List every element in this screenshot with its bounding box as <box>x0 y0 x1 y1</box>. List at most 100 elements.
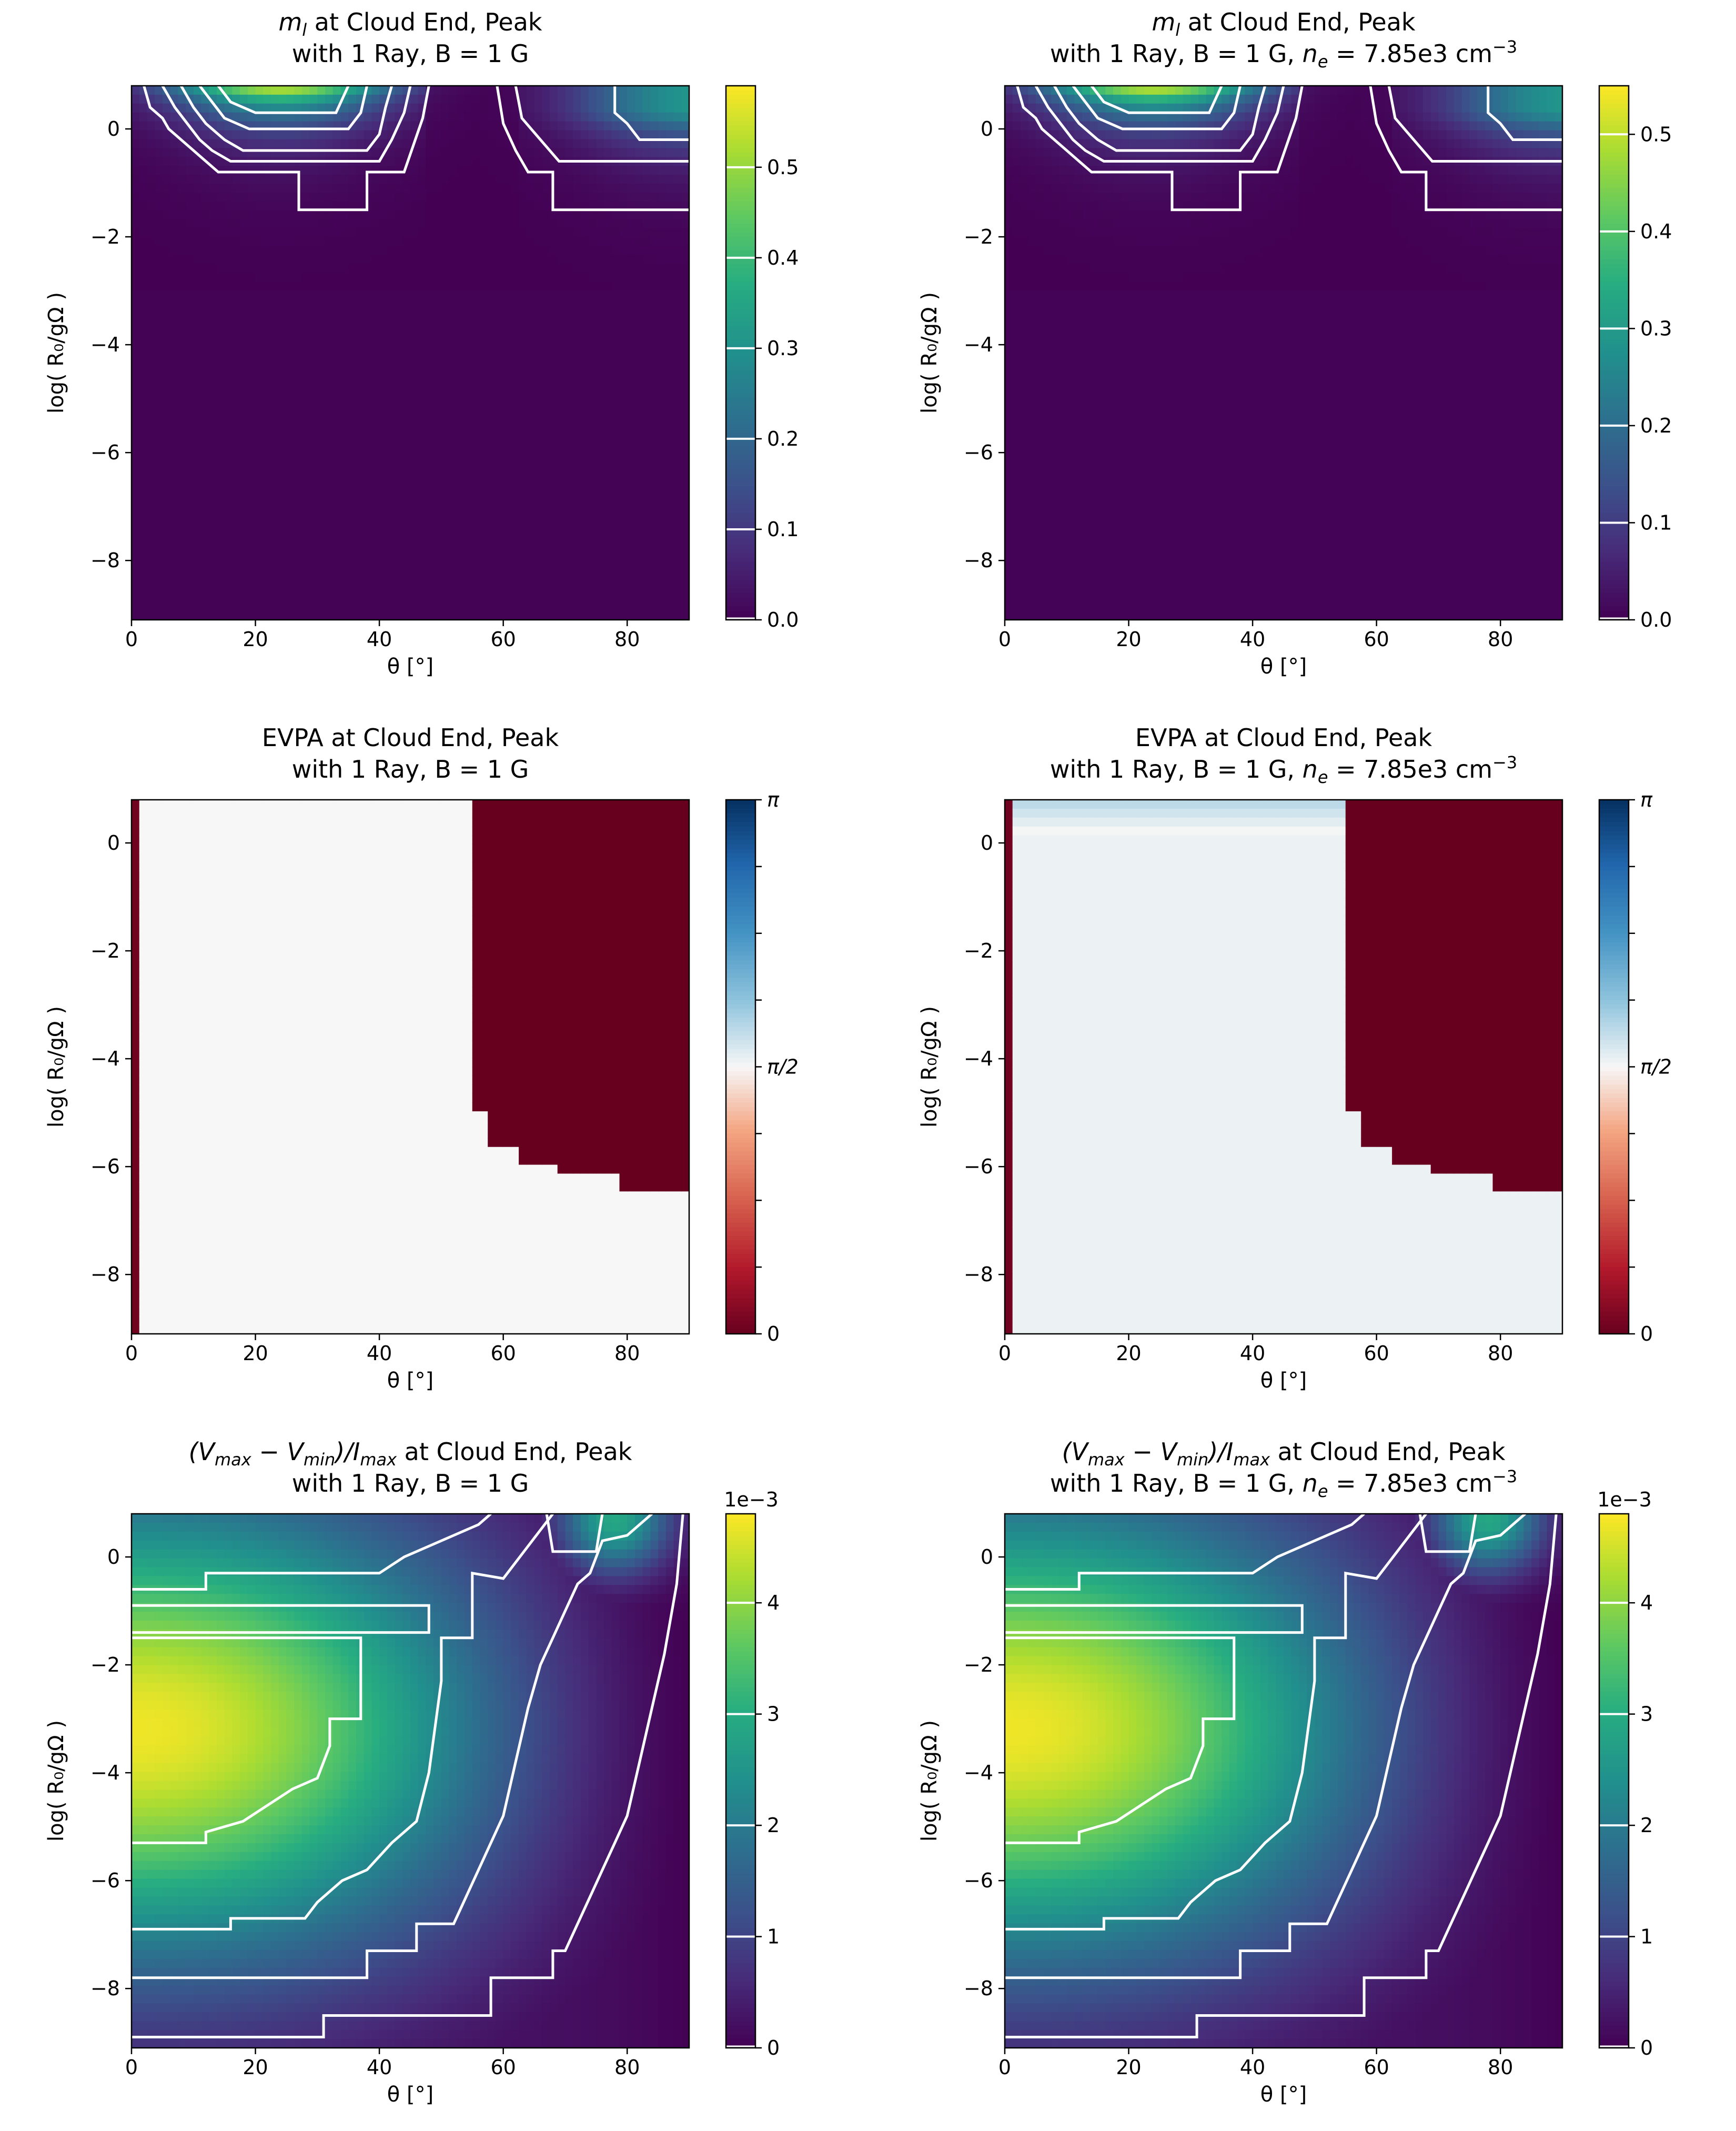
heatmap-cell <box>170 575 178 585</box>
heatmap-cell <box>526 557 535 567</box>
heatmap-cell <box>139 495 148 505</box>
heatmap-cell <box>665 255 674 264</box>
y-tick-label: −2 <box>90 225 120 248</box>
heatmap-cell <box>511 157 519 166</box>
chart-subtitle: with 1 Ray, B = 1 G <box>292 39 529 68</box>
heatmap-cell <box>332 353 341 363</box>
heatmap-cell <box>1035 317 1044 327</box>
heatmap-cell <box>465 326 473 336</box>
heatmap-cell <box>224 166 233 175</box>
heatmap-cell <box>441 148 450 157</box>
heatmap-cell <box>472 370 481 380</box>
heatmap-cell <box>325 397 334 407</box>
subtitle-text: with 1 Ray, B = 1 G <box>292 39 529 68</box>
heatmap-cell <box>1043 433 1052 443</box>
heatmap-cell <box>557 424 566 434</box>
heatmap-cell <box>356 184 365 193</box>
heatmap-cell <box>387 210 396 220</box>
heatmap-cell <box>255 415 264 425</box>
heatmap-cell <box>573 539 581 549</box>
heatmap-cell <box>410 175 419 184</box>
heatmap-cell <box>457 548 465 558</box>
heatmap-cell <box>526 139 535 149</box>
heatmap-cell <box>426 228 434 238</box>
heatmap-cell <box>673 130 682 140</box>
heatmap-cell <box>348 86 357 95</box>
heatmap-cell <box>309 379 318 389</box>
colorbar-segment <box>726 553 755 558</box>
heatmap-cell <box>201 388 209 398</box>
heatmap-cell <box>247 521 256 531</box>
heatmap-cell <box>132 513 140 522</box>
heatmap-cell <box>658 103 667 113</box>
heatmap-cell <box>611 575 620 585</box>
heatmap-cell <box>534 344 542 354</box>
heatmap-cell <box>611 548 620 558</box>
heatmap-cell <box>309 415 318 425</box>
heatmap-cell <box>642 255 651 264</box>
heatmap-cell <box>247 397 256 407</box>
heatmap-cell <box>449 184 457 193</box>
heatmap-cell <box>240 557 248 567</box>
heatmap-cell <box>580 228 589 238</box>
heatmap-cell <box>232 86 240 95</box>
heatmap-cell <box>426 379 434 389</box>
heatmap-cell <box>387 148 396 157</box>
heatmap-cell <box>170 317 178 327</box>
heatmap-cell <box>402 593 411 602</box>
heatmap-cell <box>627 184 635 193</box>
heatmap-cell <box>418 459 427 469</box>
heatmap-cell <box>627 264 635 273</box>
heatmap-cell <box>673 611 682 620</box>
heatmap-cell <box>441 210 450 220</box>
heatmap-cell <box>209 557 217 567</box>
heatmap-cell <box>170 157 178 166</box>
heatmap-cell <box>596 282 604 291</box>
heatmap-cell <box>441 593 450 602</box>
heatmap-cell <box>619 290 628 300</box>
heatmap-cell <box>387 388 396 398</box>
heatmap-cell <box>1059 255 1067 264</box>
heatmap-cell <box>216 593 225 602</box>
heatmap-cell <box>619 397 628 407</box>
heatmap-cell <box>364 468 372 478</box>
heatmap-cell <box>209 193 217 202</box>
heatmap-cell <box>665 584 674 594</box>
heatmap-cell <box>395 273 403 282</box>
heatmap-cell <box>472 397 481 407</box>
heatmap-cell <box>642 539 651 549</box>
y-axis-label: log( R₀/gΩ ) <box>44 292 68 414</box>
heatmap-cell <box>542 94 550 104</box>
heatmap-cell <box>611 317 620 327</box>
heatmap-cell <box>278 575 287 585</box>
heatmap-cell <box>155 103 163 113</box>
colorbar-segment <box>726 259 755 264</box>
heatmap-cell <box>1028 130 1036 140</box>
heatmap-cell <box>426 175 434 184</box>
heatmap-cell <box>418 361 427 371</box>
heatmap-cell <box>658 602 667 611</box>
heatmap-cell <box>1005 317 1013 327</box>
heatmap-cell <box>209 379 217 389</box>
heatmap-cell <box>132 273 140 282</box>
heatmap-cell <box>348 557 357 567</box>
heatmap-cell <box>162 397 171 407</box>
heatmap-cell <box>503 157 511 166</box>
heatmap-cell <box>658 139 667 149</box>
heatmap-cell <box>426 308 434 318</box>
heatmap-cell <box>519 504 527 514</box>
heatmap-cell <box>472 255 481 264</box>
heatmap-cell <box>418 477 427 487</box>
heatmap-cell <box>162 486 171 496</box>
heatmap-cell <box>162 193 171 202</box>
heatmap-cell <box>395 344 403 354</box>
heatmap-cell <box>387 103 396 113</box>
heatmap-cell <box>1043 566 1052 576</box>
heatmap-cell <box>457 459 465 469</box>
heatmap-cell <box>1028 201 1036 211</box>
heatmap-cell <box>1012 530 1021 540</box>
heatmap-cell <box>317 237 326 247</box>
heatmap-cell <box>550 139 558 149</box>
heatmap-cell <box>1051 584 1059 594</box>
heatmap-cell <box>465 219 473 229</box>
